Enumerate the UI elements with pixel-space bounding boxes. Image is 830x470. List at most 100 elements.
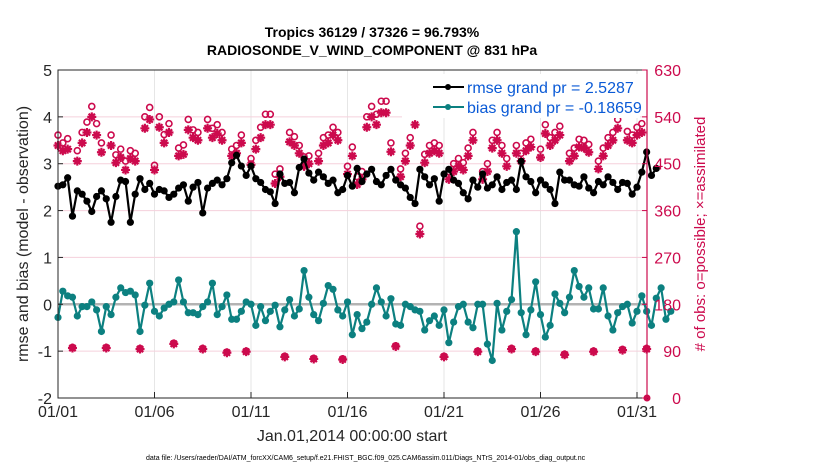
rmse-point: [218, 181, 226, 189]
obs-possible-point: [377, 97, 386, 106]
rmse-point: [469, 176, 477, 184]
rmse-point: [194, 178, 202, 187]
obs-assimilated-point: [545, 140, 555, 150]
bias-point: [117, 284, 125, 292]
obs-assimilated-point: [400, 156, 410, 166]
bias-point: [218, 303, 226, 311]
obs-possible-point: [92, 119, 101, 128]
rmse-point: [406, 193, 414, 202]
y-right-tick-label: 630: [654, 63, 681, 80]
obs-assimilated-point: [256, 133, 266, 143]
obs-assimilated-point: [371, 120, 381, 130]
rmse-point: [199, 209, 207, 217]
obs-assimilated-point: [598, 151, 608, 161]
obs-possible-point: [633, 123, 641, 132]
obs-possible-point: [435, 141, 443, 150]
obs-assimilated-point: [507, 344, 517, 354]
rmse-point: [300, 155, 308, 163]
rmse-point: [392, 176, 400, 184]
obs-possible-point: [584, 140, 593, 149]
bias-point: [396, 321, 405, 329]
bias-point: [541, 333, 549, 341]
obs-possible-point: [406, 133, 415, 142]
obs-assimilated-point: [130, 156, 140, 166]
rmse-point: [628, 190, 636, 198]
bias-point: [150, 307, 159, 315]
obs-possible-point: [522, 139, 530, 147]
obs-possible-point: [314, 149, 323, 158]
obs-assimilated-point: [92, 130, 102, 140]
rmse-point: [493, 173, 501, 181]
rmse-point: [314, 168, 323, 176]
rmse-point: [232, 151, 241, 159]
obs-possible-point: [237, 131, 246, 139]
obs-assimilated-point: [589, 347, 599, 357]
rmse-point: [527, 177, 535, 186]
bias-point: [594, 305, 603, 313]
rmse-point: [416, 165, 424, 173]
bias-point: [102, 303, 110, 311]
bias-point: [179, 298, 188, 306]
rmse-point: [522, 173, 530, 181]
rmse-point: [189, 183, 197, 191]
obs-possible-point: [382, 97, 390, 106]
obs-assimilated-point: [193, 135, 203, 145]
rmse-point: [68, 212, 77, 220]
bias-point: [387, 295, 395, 303]
bias-point: [647, 321, 656, 329]
obs-assimilated-point: [67, 343, 77, 353]
obs-possible-point: [493, 128, 501, 137]
rmse-point: [575, 182, 583, 190]
obs-possible-point: [213, 120, 222, 129]
rmse-point: [83, 197, 91, 205]
rmse-point: [88, 207, 96, 216]
legend: rmse grand pr = 2.5287 bias grand pr = -…: [402, 74, 642, 118]
obs-assimilated-point: [420, 158, 430, 168]
rmse-point: [329, 176, 337, 184]
bias-point: [507, 296, 516, 304]
bias-point: [551, 290, 559, 298]
y-left-tick-label: -1: [38, 344, 52, 361]
obs-assimilated-point: [415, 229, 425, 239]
obs-assimilated-point: [526, 142, 536, 152]
legend-rmse-marker: [445, 84, 451, 90]
obs-possible-point: [527, 135, 535, 144]
rmse-point: [228, 159, 236, 167]
obs-assimilated-point: [106, 140, 116, 150]
obs-assimilated-point: [188, 133, 198, 143]
obs-possible-point: [387, 139, 395, 147]
x-tick-label: 01/26: [520, 404, 560, 421]
rmse-point: [107, 218, 115, 226]
obs-assimilated-point: [121, 165, 131, 175]
rmse-point: [184, 197, 192, 205]
obs-assimilated-point: [318, 140, 328, 150]
rmse-point: [93, 192, 101, 201]
rmse-point: [425, 181, 434, 189]
obs-possible-point: [290, 132, 299, 141]
bias-point: [353, 310, 361, 319]
rmse-point: [585, 184, 593, 192]
obs-assimilated-point: [222, 348, 232, 358]
bias-point: [252, 321, 260, 329]
legend-box: [402, 74, 640, 118]
rmse-point: [247, 162, 255, 170]
rmse-point: [512, 185, 520, 194]
bias-point: [585, 284, 593, 292]
obs-assimilated-point: [198, 344, 208, 354]
rmse-point: [78, 190, 86, 198]
rmse-point: [136, 175, 144, 183]
y-left-tick-label: 0: [43, 297, 52, 314]
obs-assimilated-point: [555, 130, 565, 140]
obs-assimilated-point: [294, 148, 304, 158]
rmse-point: [112, 192, 120, 201]
chart-title-line-1: Tropics 36129 / 37326 = 96.793%: [265, 24, 480, 40]
y-left-tick-label: 2: [43, 204, 52, 221]
chart-title-line-2: RADIOSONDE_V_WIND_COMPONENT @ 831 hPa: [207, 42, 537, 58]
bias-point: [271, 301, 279, 309]
rmse-point: [589, 189, 598, 197]
bias-point: [498, 326, 506, 334]
obs-assimilated-point: [58, 146, 68, 156]
rmse-point: [305, 169, 313, 177]
obs-assimilated-point: [101, 343, 111, 353]
bias-point: [633, 307, 641, 315]
